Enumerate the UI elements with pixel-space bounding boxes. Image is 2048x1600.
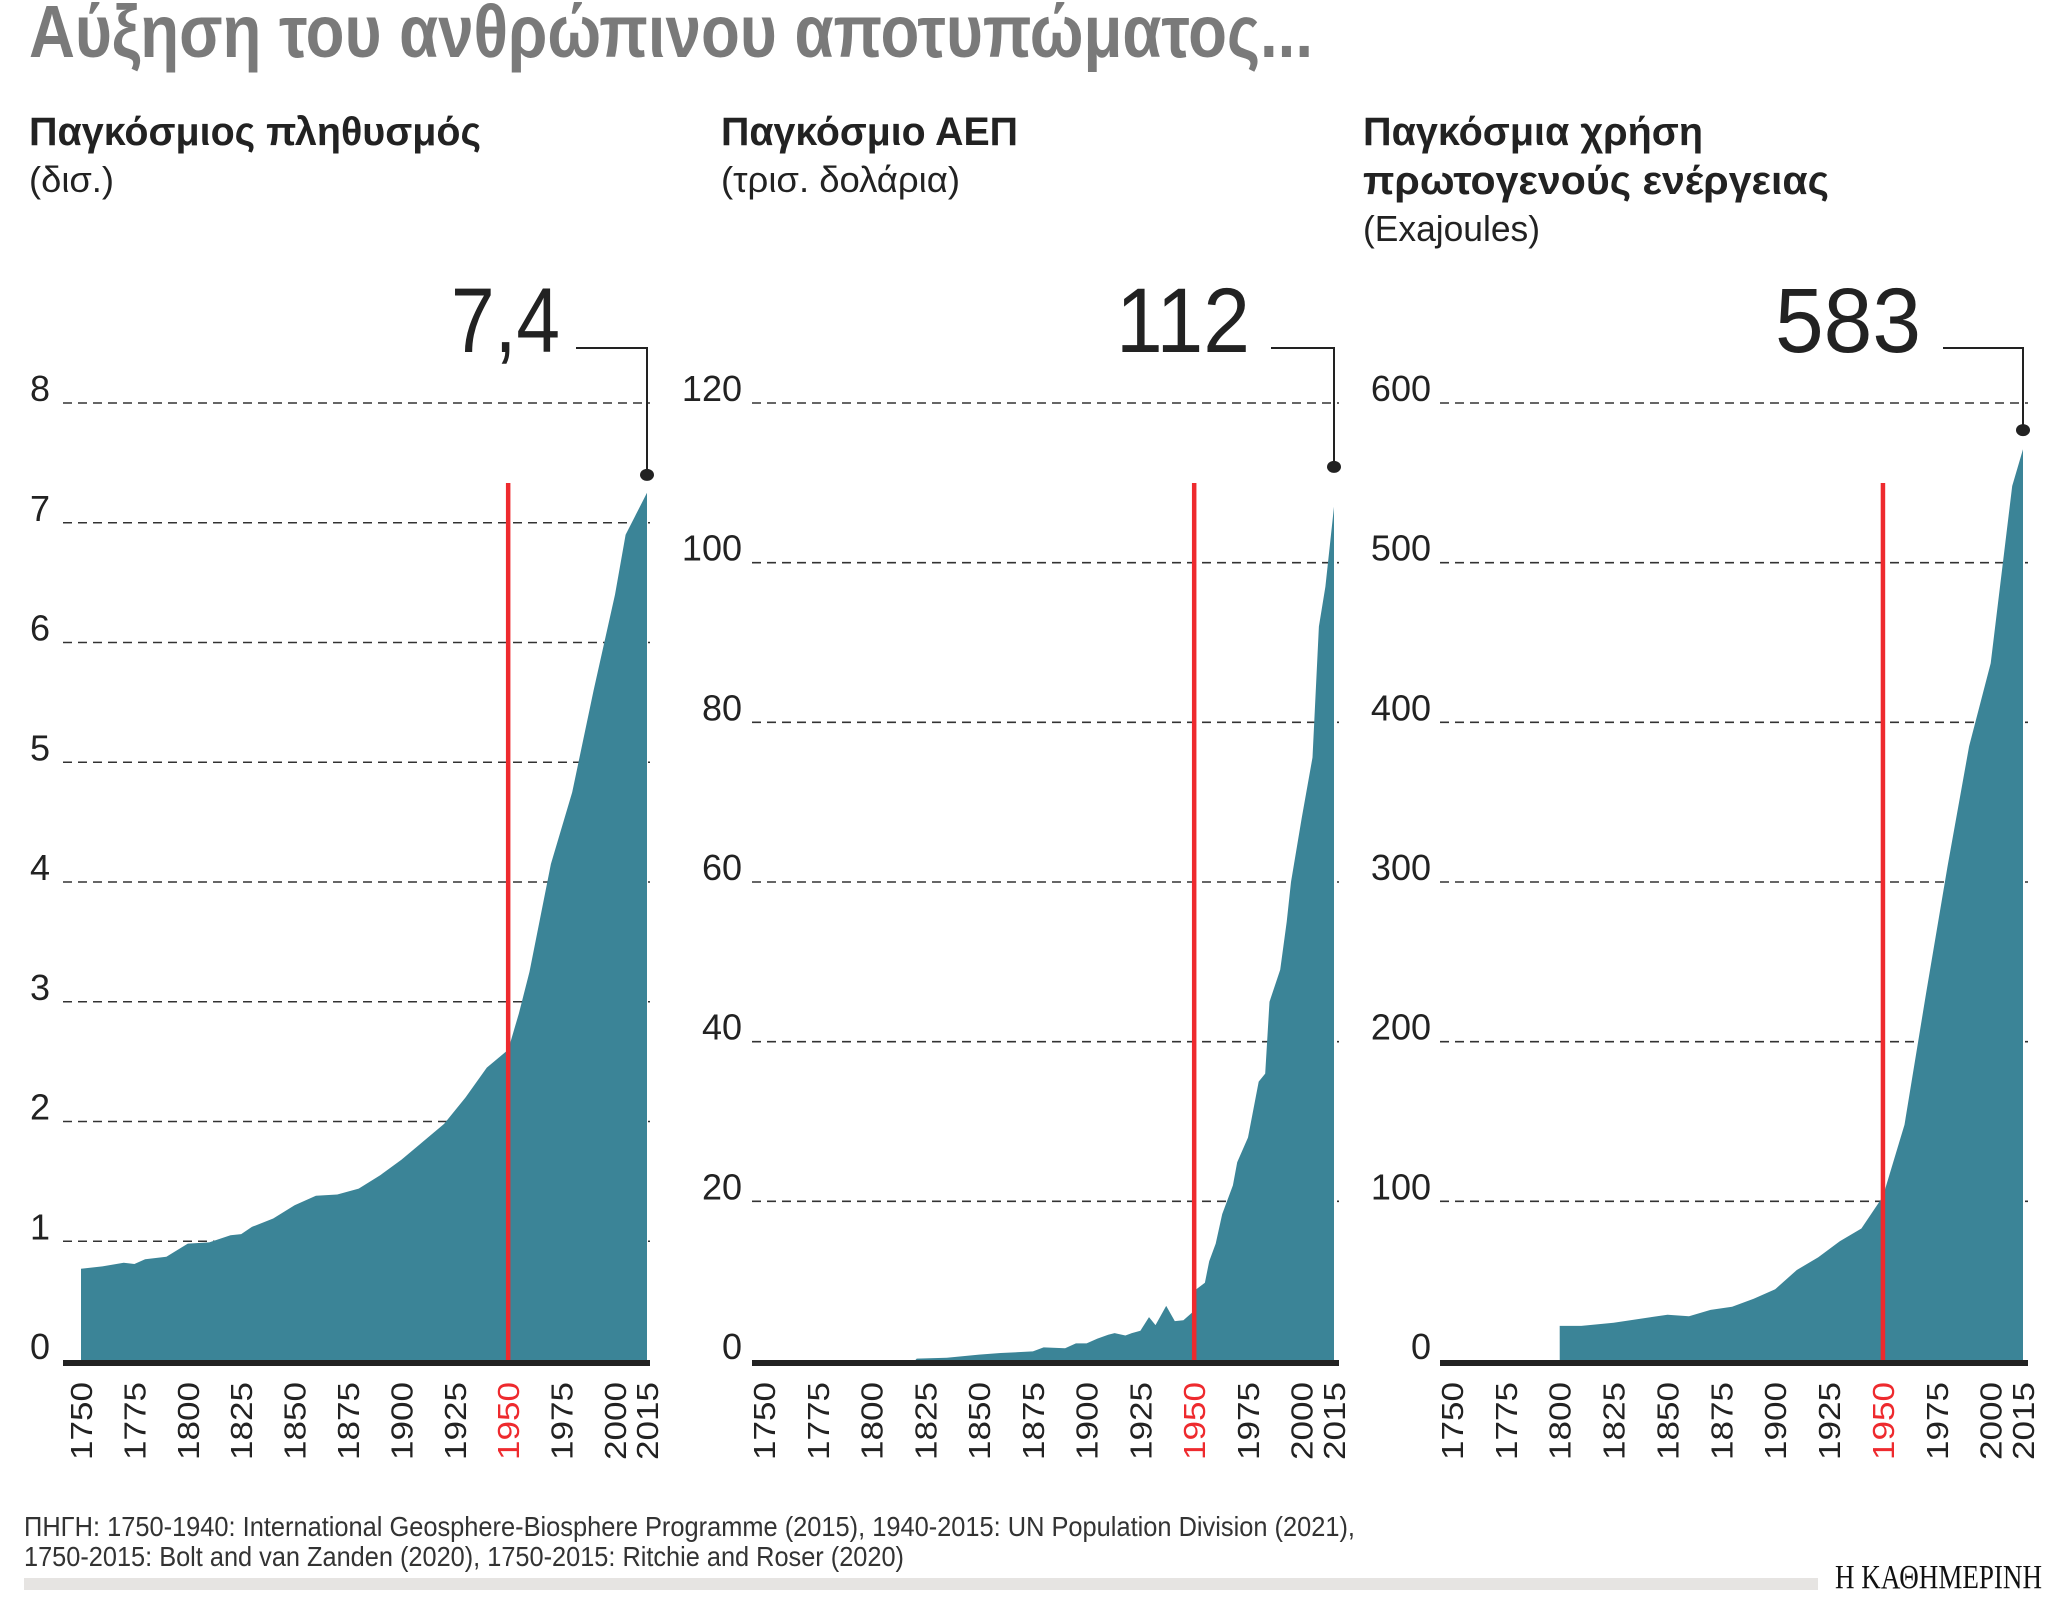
chart-panel-2: Παγκόσμιο ΑΕΠ (τρισ. δολάρια) 0 20 40 60 80 100… [682,110,1352,1460]
main-title: Αύξηση του ανθρώπινου αποτυπώματος... [29,0,1313,73]
y-tick-label: 5 [30,727,50,768]
x-tick-label: 1975 [1920,1382,1955,1460]
x-tick-label: 1975 [545,1382,580,1460]
x-tick-label: 1750 [1435,1382,1470,1460]
y-tick-label: 6 [30,608,50,649]
x-tick-label: 1750 [747,1382,782,1460]
x-tick-label: 1800 [855,1382,890,1460]
chart-panel-3: Παγκόσμια χρήση πρωτογενούς ενέργειας (Exa… [1363,110,2041,1460]
y-tick-label: 600 [1371,368,1431,409]
panel-unit: (Exajoules) [1363,208,1540,249]
y-tick-label: 0 [30,1326,50,1367]
x-tick-label: 1925 [1123,1382,1158,1460]
x-tick-label: 1900 [1758,1382,1793,1460]
x-tick-label: 1875 [1016,1382,1051,1460]
y-tick-label: 1 [30,1206,50,1247]
x-tick-label: 1850 [962,1382,997,1460]
source-line-1: ΠΗΓΗ: 1750-1940: International Geosphere… [24,1511,1355,1542]
x-tick-label: 1925 [438,1382,473,1460]
panel-unit: (τρισ. δολάρια) [721,159,960,200]
y-tick-label: 0 [722,1326,742,1367]
callout-leader-line [576,347,648,475]
y-tick-label: 60 [702,847,742,888]
panel-title: Παγκόσμιο ΑΕΠ [721,110,1018,154]
x-tick-label: 1825 [908,1382,943,1460]
callout-marker-dot [1327,460,1341,473]
y-tick-label: 80 [702,687,742,728]
area-series [1559,449,2023,1361]
panel-unit: (δισ.) [29,159,114,200]
callout-value: 112 [1116,270,1250,372]
x-tick-label: 1950 [1866,1382,1901,1460]
x-tick-label: 1775 [1489,1382,1524,1460]
x-tick-label: 1800 [1543,1382,1578,1460]
x-tick-label: 1850 [1650,1382,1685,1460]
callout-value: 7,4 [451,270,560,372]
x-tick-label: 1975 [1231,1382,1266,1460]
x-tick-label: 2000 [1974,1382,2009,1460]
x-tick-label: 1800 [171,1382,206,1460]
x-tick-label: 1825 [224,1382,259,1460]
y-tick-label: 120 [682,368,742,409]
y-tick-label: 300 [1371,847,1431,888]
panel-title: Παγκόσμιος πληθυσμός [29,110,481,154]
y-tick-label: 20 [702,1166,742,1207]
y-tick-label: 2 [30,1087,50,1128]
x-tick-label: 1775 [117,1382,152,1460]
y-tick-label: 8 [30,368,50,409]
x-tick-label: 2000 [598,1382,633,1460]
chart-panel-1: Παγκόσμιος πληθυσμός (δισ.) 0 1 2 3 4 5 6 7 8 1750 1… [29,110,665,1460]
x-tick-label: 1950 [1177,1382,1212,1460]
x-tick-label: 1950 [491,1382,526,1460]
y-tick-label: 200 [1371,1007,1431,1048]
callout-marker-dot [640,468,654,481]
y-tick-label: 3 [30,967,50,1008]
x-tick-label: 2015 [2006,1382,2041,1460]
x-tick-label: 1875 [1704,1382,1739,1460]
y-tick-label: 40 [702,1007,742,1048]
area-series [81,492,647,1361]
x-tick-label: 1875 [331,1382,366,1460]
footer-bar [24,1578,1818,1590]
x-tick-label: 2015 [1317,1382,1352,1460]
callout-value: 583 [1775,270,1921,372]
panel-title: πρωτογενούς ενέργειας [1363,159,1829,203]
x-tick-label: 1825 [1597,1382,1632,1460]
x-tick-label: 1925 [1812,1382,1847,1460]
callout-leader-line [1943,347,2024,431]
callout-leader-line [1271,347,1335,467]
y-tick-label: 400 [1371,687,1431,728]
panel-title: Παγκόσμια χρήση [1363,110,1703,154]
y-tick-label: 7 [30,488,50,529]
x-tick-label: 1850 [278,1382,313,1460]
x-tick-label: 2000 [1285,1382,1320,1460]
callout-marker-dot [2016,424,2030,437]
x-tick-label: 1775 [801,1382,836,1460]
source-line-2: 1750-2015: Bolt and van Zanden (2020), 1… [24,1541,904,1572]
y-tick-label: 0 [1411,1326,1431,1367]
x-tick-label: 1900 [1070,1382,1105,1460]
x-tick-label: 1750 [64,1382,99,1460]
x-tick-label: 2015 [630,1382,665,1460]
y-tick-label: 4 [30,847,50,888]
y-tick-label: 100 [1371,1166,1431,1207]
area-series [914,506,1334,1361]
x-tick-label: 1900 [384,1382,419,1460]
y-tick-label: 500 [1371,528,1431,569]
y-tick-label: 100 [682,528,742,569]
publisher-logo: Η ΚΑΘΗΜΕΡΙΝΗ [1835,1559,2042,1596]
